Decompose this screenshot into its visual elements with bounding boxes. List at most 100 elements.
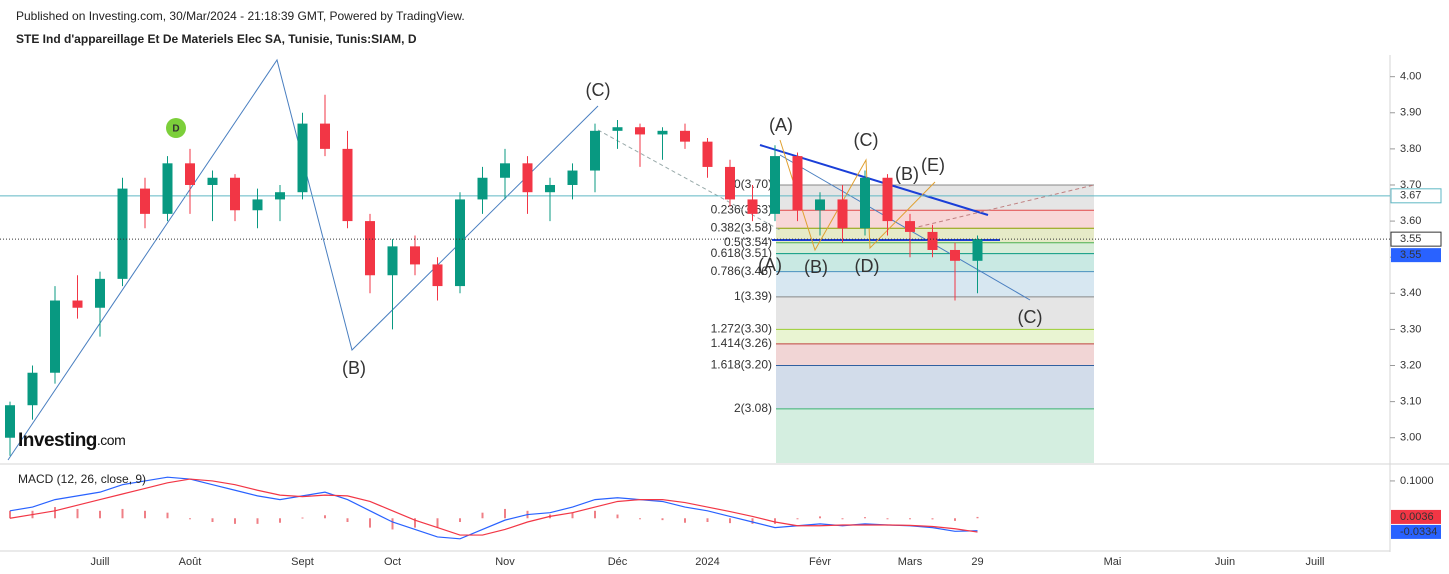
histogram-bar <box>234 518 236 524</box>
fib-label: 0(3.70) <box>734 177 772 191</box>
logo-suffix: .com <box>97 432 125 448</box>
wave-label: (B) <box>804 257 828 277</box>
price-label: 3.67 <box>1400 190 1421 202</box>
candle-body <box>770 156 780 214</box>
y-tick-label: 3.90 <box>1400 107 1421 119</box>
candle-body <box>27 372 38 406</box>
histogram-bar <box>841 518 844 520</box>
y-tick-label: 3.70 <box>1400 179 1421 191</box>
fib-band <box>776 296 1094 330</box>
candle-body <box>567 170 578 185</box>
fib-label: 1.618(3.20) <box>711 358 772 372</box>
fib-label: 1.414(3.26) <box>711 336 772 350</box>
histogram-bar <box>99 510 101 519</box>
histogram-bar <box>729 518 731 524</box>
histogram-bar <box>954 518 956 521</box>
candle-body <box>162 163 173 214</box>
fib-label: 0.236(3.63) <box>711 202 772 216</box>
dividend-marker: D <box>172 124 179 135</box>
fib-band <box>776 343 1094 366</box>
wave-line <box>7 58 599 461</box>
candle-body <box>320 123 330 149</box>
candle-body <box>792 156 803 211</box>
candle-body <box>95 278 105 308</box>
candle-body <box>657 130 668 135</box>
histogram-bar <box>661 518 664 521</box>
wave-label: (C) <box>1018 307 1043 327</box>
value-label: 0.0036 <box>1400 511 1434 523</box>
candle-body <box>747 199 758 214</box>
y-tick-label: 3.30 <box>1400 323 1421 335</box>
candle-body <box>230 177 240 211</box>
value-label-box <box>1391 524 1441 539</box>
candle-body <box>590 130 600 171</box>
fib-band <box>776 253 1094 272</box>
logo: Investing.com <box>18 430 125 451</box>
candle-body <box>365 221 375 276</box>
histogram-bar <box>391 518 394 530</box>
candle-body <box>860 177 870 229</box>
price-label-box <box>1390 231 1442 247</box>
candle-body <box>612 127 623 131</box>
histogram-bar <box>459 518 461 522</box>
histogram-bar <box>54 507 56 519</box>
macd-line <box>9 478 978 536</box>
candle-body <box>927 231 938 250</box>
x-tick-label: Févr <box>809 556 831 568</box>
fib-band <box>776 365 1094 409</box>
candle-body <box>185 163 195 185</box>
y-tick-label: 3.10 <box>1400 396 1421 408</box>
candle-body <box>545 184 555 193</box>
candle-body <box>252 199 263 211</box>
wave-label: (D) <box>855 256 880 276</box>
histogram-bar <box>639 518 641 520</box>
candle-body <box>342 148 353 222</box>
x-tick-label: Mars <box>898 556 923 568</box>
histogram-bar <box>864 517 866 519</box>
histogram-bar <box>931 518 934 520</box>
candle-body <box>275 192 285 200</box>
fib-label: 0.618(3.51) <box>711 246 772 260</box>
x-tick-label: Mai <box>1104 556 1122 568</box>
candle-body <box>477 177 488 200</box>
candle-body <box>5 405 15 438</box>
y-tick-label: 3.80 <box>1400 143 1421 155</box>
y-tick-label: 4.00 <box>1400 71 1421 83</box>
fib-label: 0.382(3.58) <box>711 220 772 234</box>
wave-label: (A) <box>769 115 793 135</box>
candle-body <box>972 239 983 261</box>
fib-band <box>776 329 1094 344</box>
x-tick-label: 29 <box>971 556 983 568</box>
price-label-box <box>1391 248 1441 263</box>
histogram-bar <box>616 514 619 519</box>
histogram-bar <box>706 518 709 522</box>
histogram-bar <box>886 518 889 520</box>
histogram-bar <box>166 512 169 519</box>
fib-band <box>776 408 1094 463</box>
histogram-bar <box>211 518 214 522</box>
plot <box>0 94 1390 540</box>
fib-band <box>776 184 1094 211</box>
wave-label: (E) <box>921 155 945 175</box>
histogram-bar <box>189 518 191 520</box>
candle-body <box>950 249 960 261</box>
y-tick-label: 3.40 <box>1400 287 1421 299</box>
histogram-bar <box>796 518 799 520</box>
y-tick-label: 0.1000 <box>1400 475 1434 487</box>
wave-label: (C) <box>854 130 879 150</box>
macd-line <box>9 476 978 540</box>
wave-label: (B) <box>342 358 366 378</box>
dashed-line <box>904 184 1095 231</box>
histogram-bar <box>684 518 686 523</box>
candle-body <box>455 199 465 287</box>
dividend-icon <box>166 118 186 138</box>
histogram-bar <box>346 518 349 522</box>
histogram-bar <box>481 512 484 519</box>
x-tick-label: Oct <box>384 556 401 568</box>
histogram-bar <box>121 508 124 519</box>
candle-body <box>410 246 420 265</box>
histogram-bar <box>324 515 326 519</box>
candle-body <box>140 188 150 214</box>
wave-label: (C) <box>586 80 611 100</box>
